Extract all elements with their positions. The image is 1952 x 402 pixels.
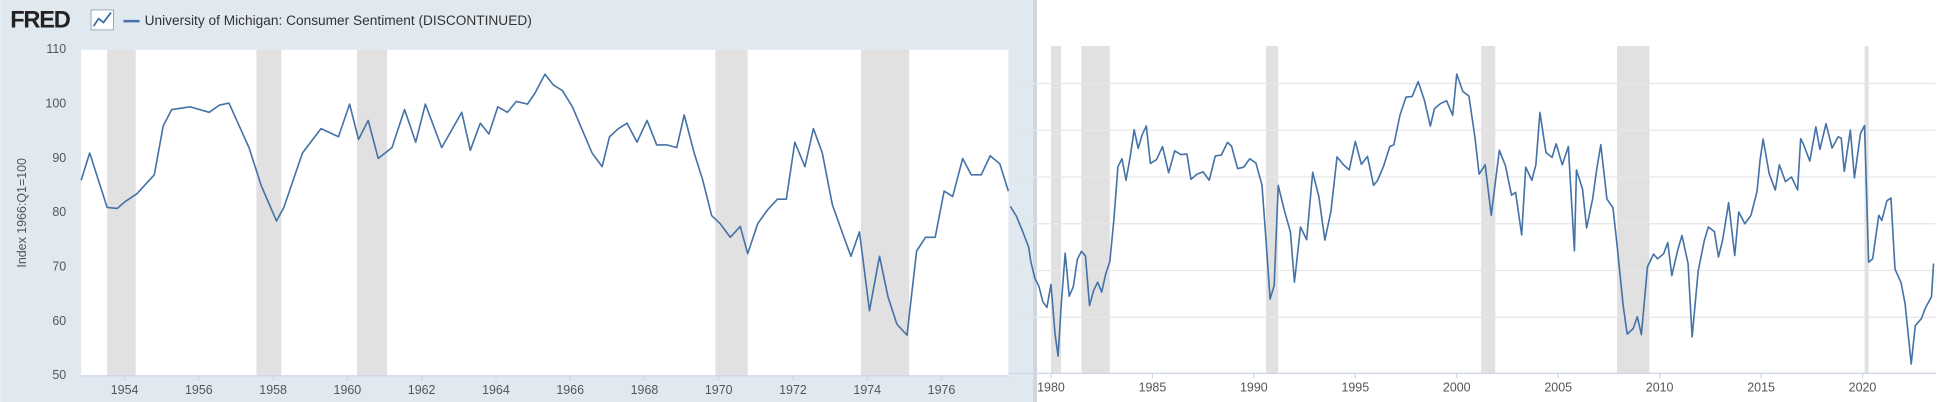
x-tick-label: 1956 xyxy=(185,383,213,397)
x-tick-label: 1960 xyxy=(334,383,362,397)
x-tick-label: 1954 xyxy=(111,383,139,397)
divider xyxy=(1033,0,1037,402)
x-tick-label: 2015 xyxy=(1747,381,1775,395)
recession-band xyxy=(715,49,748,376)
plot-area xyxy=(81,49,1009,376)
x-tick-label: 1995 xyxy=(1341,381,1369,395)
x-tick-label: 1976 xyxy=(928,383,956,397)
x-tick-label: 1970 xyxy=(705,383,733,397)
recession-band xyxy=(107,49,136,376)
x-tick-label: 2005 xyxy=(1544,381,1572,395)
data-line xyxy=(80,73,1010,336)
x-tick-label: 1966 xyxy=(556,383,584,397)
y-tick-label: 50 xyxy=(52,368,66,382)
x-tick-label: 1980 xyxy=(1037,381,1065,395)
y-tick-label: 80 xyxy=(52,205,66,219)
y-tick-label: 110 xyxy=(46,42,66,56)
y-tick-label: 90 xyxy=(52,151,66,165)
x-tick-label: 1962 xyxy=(408,383,436,397)
legend-label: University of Michigan: Consumer Sentime… xyxy=(145,13,532,28)
recession-band xyxy=(1081,46,1110,374)
y-tick-label: 70 xyxy=(52,259,66,273)
x-tick-label: 1990 xyxy=(1240,381,1268,395)
x-tick-label: 2000 xyxy=(1443,381,1471,395)
x-tick-label: 1964 xyxy=(482,383,510,397)
logo-icon xyxy=(90,9,115,31)
data-line xyxy=(1009,73,1935,365)
recession-band xyxy=(1481,46,1496,374)
x-tick-label: 1968 xyxy=(631,383,659,397)
x-tick-label: 2020 xyxy=(1849,381,1877,395)
x-tick-label: 1974 xyxy=(853,383,881,397)
y-tick-label: 100 xyxy=(45,96,66,110)
logo-icon-line xyxy=(92,11,112,27)
x-tick-label: 1985 xyxy=(1139,381,1167,395)
x-tick-label: 1958 xyxy=(259,383,287,397)
y-axis-label: Index 1966:Q1=100 xyxy=(15,158,29,268)
y-tick-label: 60 xyxy=(52,314,66,328)
x-tick-label: 2010 xyxy=(1646,381,1674,395)
recession-band xyxy=(1266,46,1279,374)
recession-band xyxy=(1617,46,1650,374)
recession-band xyxy=(256,49,282,376)
recession-band xyxy=(357,49,388,376)
x-tick-label: 1972 xyxy=(779,383,807,397)
recession-band xyxy=(1050,46,1062,374)
logo: FRED xyxy=(10,7,71,33)
recession-band xyxy=(860,49,910,376)
